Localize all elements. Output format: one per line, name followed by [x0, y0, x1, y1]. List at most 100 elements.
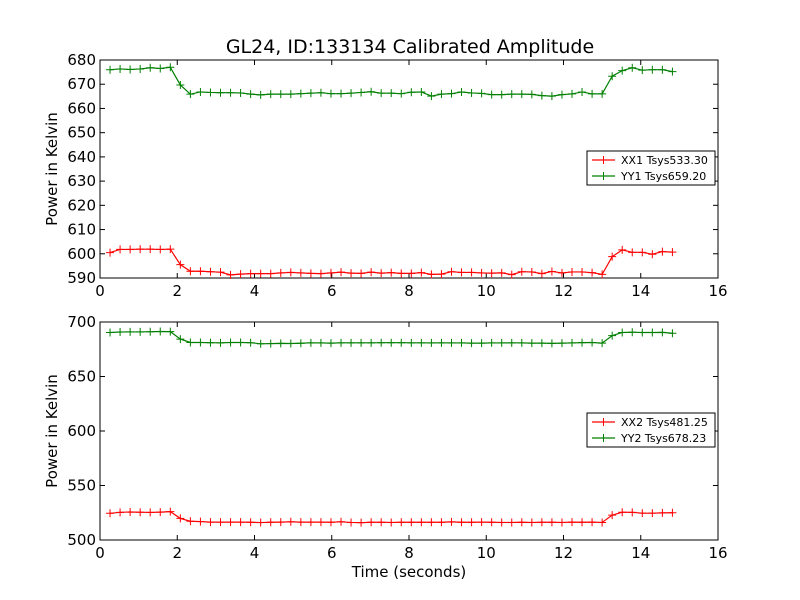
- data-point: [618, 245, 627, 254]
- data-point: [567, 518, 576, 527]
- x-tick-label: 8: [404, 282, 414, 300]
- data-point: [286, 517, 295, 526]
- data-point: [467, 88, 476, 97]
- data-point: [598, 339, 607, 348]
- data-point: [156, 327, 165, 336]
- data-point: [507, 338, 516, 347]
- y-tick-label: 680: [67, 51, 96, 69]
- x-tick-label: 6: [327, 544, 337, 562]
- data-point: [457, 87, 466, 96]
- data-point: [236, 518, 245, 527]
- y-tick-label: 590: [67, 269, 96, 287]
- data-point: [116, 508, 125, 517]
- x-tick-label: 4: [250, 282, 260, 300]
- data-point: [608, 72, 617, 81]
- data-point: [397, 89, 406, 98]
- data-point: [316, 269, 325, 278]
- y-tick-label: 630: [67, 172, 96, 190]
- data-point: [608, 511, 617, 520]
- data-point: [156, 245, 165, 254]
- data-point: [266, 518, 275, 527]
- data-point: [166, 63, 175, 72]
- data-point: [226, 88, 235, 97]
- data-point: [296, 89, 305, 98]
- x-tick-label: 10: [477, 544, 496, 562]
- data-point: [618, 508, 627, 517]
- data-point: [326, 89, 335, 98]
- data-point: [236, 270, 245, 279]
- data-point: [166, 245, 175, 254]
- data-point: [306, 269, 315, 278]
- data-point: [537, 518, 546, 527]
- data-point: [266, 90, 275, 99]
- data-point: [547, 267, 556, 276]
- x-tick-label: 10: [477, 282, 496, 300]
- data-point: [467, 268, 476, 277]
- data-point: [186, 90, 195, 99]
- data-point: [588, 89, 597, 98]
- x-tick-label: 12: [554, 544, 573, 562]
- data-point: [608, 252, 617, 261]
- data-point: [578, 338, 587, 347]
- legend: XX2 Tsys481.25 YY2 Tsys678.23: [586, 412, 716, 448]
- legend-entry: YY1 Tsys659.20: [620, 170, 706, 183]
- data-point: [296, 518, 305, 527]
- x-tick-label: 0: [95, 544, 105, 562]
- data-point: [417, 268, 426, 277]
- data-point: [156, 64, 165, 73]
- y-tick-label: 620: [67, 196, 96, 214]
- data-point: [337, 268, 346, 277]
- data-point: [296, 339, 305, 348]
- data-point: [196, 517, 205, 526]
- data-point: [527, 90, 536, 99]
- data-point: [618, 328, 627, 337]
- data-point: [116, 245, 125, 254]
- data-point: [156, 508, 165, 517]
- legend-box: [586, 150, 716, 186]
- data-point: [658, 328, 667, 337]
- data-point: [578, 518, 587, 527]
- y-tick-label: 700: [67, 313, 96, 331]
- data-point: [497, 518, 506, 527]
- data-point: [407, 518, 416, 527]
- y-tick-label: 600: [67, 422, 96, 440]
- series-xx1: [106, 245, 677, 279]
- y-tick-label: 650: [67, 368, 96, 386]
- data-point: [638, 509, 647, 518]
- series-xx2: [106, 507, 677, 527]
- data-point: [648, 509, 657, 518]
- data-point: [266, 269, 275, 278]
- data-point: [658, 508, 667, 517]
- data-point: [397, 518, 406, 527]
- data-point: [447, 267, 456, 276]
- data-point: [176, 80, 185, 89]
- data-point: [306, 338, 315, 347]
- data-point: [347, 89, 356, 98]
- data-point: [196, 338, 205, 347]
- data-point: [557, 268, 566, 277]
- data-point: [447, 517, 456, 526]
- data-point: [176, 514, 185, 523]
- data-point: [206, 518, 215, 527]
- data-point: [367, 338, 376, 347]
- data-point: [126, 245, 135, 254]
- data-point: [598, 270, 607, 279]
- data-point: [377, 338, 386, 347]
- data-point: [236, 88, 245, 97]
- data-point: [517, 518, 526, 527]
- data-point: [196, 267, 205, 276]
- data-point: [256, 269, 265, 278]
- series-yy2: [106, 327, 677, 348]
- data-point: [567, 267, 576, 276]
- data-point: [497, 338, 506, 347]
- data-point: [146, 63, 155, 72]
- data-point: [648, 65, 657, 74]
- x-axis-label: Time (seconds): [351, 563, 467, 581]
- data-point: [477, 339, 486, 348]
- y-tick-label: 550: [67, 477, 96, 495]
- data-point: [216, 518, 225, 527]
- legend-marker: [599, 156, 608, 164]
- data-point: [316, 518, 325, 527]
- data-point: [176, 335, 185, 344]
